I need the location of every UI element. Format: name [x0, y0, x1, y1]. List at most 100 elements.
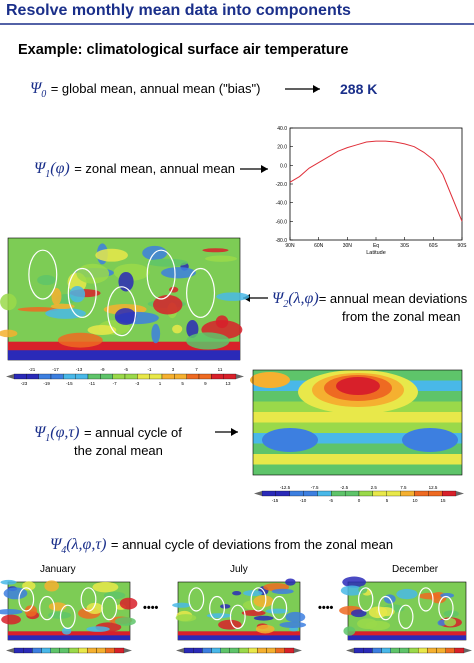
colorbar-cell — [96, 647, 106, 654]
map-blob — [0, 293, 17, 311]
colorbar-label: -10 — [300, 498, 307, 503]
colorbar-cell — [198, 373, 212, 380]
continent — [186, 267, 216, 318]
colorbar-cell — [289, 490, 304, 497]
map-blob — [350, 609, 367, 618]
colorbar-cell — [229, 647, 240, 654]
colorbar-cell — [124, 373, 138, 380]
map-blob — [241, 610, 266, 617]
map — [0, 237, 250, 361]
map-blob — [151, 323, 161, 344]
map-blob — [232, 590, 242, 596]
symbol: Ψ — [272, 290, 284, 307]
map-blob — [45, 308, 86, 319]
continent — [107, 286, 137, 337]
colorbar-cell — [23, 647, 33, 654]
term-text: = annual cycle of deviations from the zo… — [110, 537, 394, 552]
y-tick-label: -80.0 — [276, 238, 288, 244]
field-band — [253, 412, 462, 423]
field-band — [253, 433, 462, 444]
colorbar-cell — [211, 373, 224, 380]
map-blob — [0, 609, 23, 615]
map-blob — [172, 602, 192, 608]
continent — [418, 587, 434, 612]
colorbar-cell — [372, 490, 387, 497]
colorbar-label: -7 — [113, 381, 117, 386]
colorbar-cell — [238, 647, 249, 654]
y-tick-label: 0.0 — [280, 163, 287, 169]
colorbar-cell — [26, 373, 39, 380]
colorbar-cell — [303, 490, 318, 497]
colorbar-cell — [38, 373, 52, 380]
colorbar-cell — [100, 373, 113, 380]
colorbar-cell — [78, 647, 88, 654]
map-band — [178, 635, 300, 640]
month: December — [392, 564, 439, 575]
colorbar-cell — [50, 373, 64, 380]
field-band — [253, 422, 462, 433]
ellipsis: •••• — [143, 602, 159, 614]
colorbar-cell — [331, 490, 346, 497]
continent — [146, 249, 176, 300]
colorbar-label: 2.5 — [371, 485, 378, 490]
colorbar-label: -13 — [76, 367, 83, 372]
colorbar-label: -1 — [147, 367, 151, 372]
colorbar-cell — [428, 490, 443, 497]
term-2: Ψ2(λ,φ)= annual mean deviations — [272, 290, 467, 310]
colorbar-cell — [372, 647, 382, 654]
map-blob — [0, 579, 17, 585]
map-blob — [44, 580, 59, 592]
colorbar-cell — [284, 647, 295, 654]
arrow-head — [313, 85, 320, 93]
colorbar-cell — [261, 490, 277, 497]
colorbar-cell — [408, 647, 419, 654]
map-blob — [443, 610, 459, 618]
colorbar-cell — [87, 373, 101, 380]
colorbar-cell — [193, 647, 203, 654]
map-blob — [175, 614, 197, 622]
x-tick-label: 90N — [285, 243, 295, 249]
colorbar-label: -15 — [66, 381, 73, 386]
colorbar-cell — [68, 647, 79, 654]
index: 1 — [45, 169, 51, 181]
map-blob — [61, 627, 72, 635]
map-blob — [86, 626, 110, 632]
colorbar-label: -3 — [135, 381, 139, 386]
colorbar-cell — [358, 490, 374, 497]
colorbar-label: 0 — [358, 498, 361, 503]
colorbar-cell — [414, 490, 429, 497]
index: 0 — [41, 89, 47, 101]
map-blob — [253, 615, 274, 621]
index: 4 — [61, 545, 67, 557]
colorbar-cell — [50, 647, 60, 654]
colorbar-label: -2.5 — [340, 485, 348, 490]
colorbar-cell — [211, 647, 221, 654]
continent — [378, 595, 394, 621]
colorbar-cell — [257, 647, 267, 654]
colorbar-cell — [186, 373, 200, 380]
map-blob — [437, 619, 447, 626]
continent — [438, 595, 454, 621]
colorbar-cell — [220, 647, 230, 654]
colorbar-label: -17 — [52, 367, 59, 372]
term-text: = annual mean deviations — [318, 291, 468, 306]
colorbar-cell — [114, 647, 125, 654]
colorbar-label: -19 — [43, 381, 50, 386]
colorbar-cell — [400, 490, 415, 497]
term-text: the zonal mean — [74, 443, 163, 458]
field-band — [253, 454, 462, 465]
continent — [229, 604, 246, 630]
continent — [271, 595, 288, 621]
colorbar-cell — [266, 647, 276, 654]
map-blob — [218, 619, 242, 630]
term-text: = global mean, annual mean ("bias") — [50, 81, 261, 96]
continent — [80, 587, 97, 612]
colorbar-cell — [202, 647, 212, 654]
colorbar-cell — [317, 490, 332, 497]
ellipsis: •••• — [318, 602, 334, 614]
map-blob — [51, 287, 62, 306]
map-blob — [153, 294, 183, 315]
field-band — [253, 443, 462, 454]
colorbar-cell — [149, 373, 163, 380]
